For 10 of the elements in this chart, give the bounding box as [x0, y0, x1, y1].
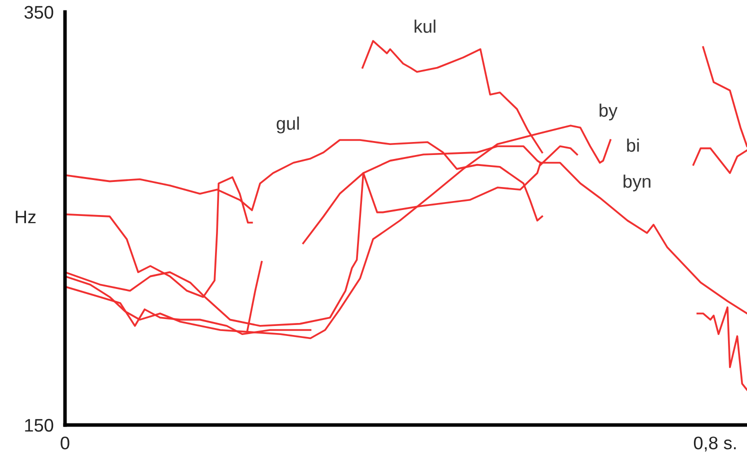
y-tick-label: 350 [24, 6, 54, 19]
y-tick-label: 150 [25, 418, 54, 432]
x-tick-label: 0,8 s. [694, 436, 736, 452]
annotation: bi [627, 138, 639, 152]
x-tick-label: 0 [60, 436, 70, 450]
annotation: gul [276, 116, 299, 134]
annotation: byn [624, 174, 650, 192]
annotation: by [600, 104, 618, 120]
annotation: kul [414, 20, 436, 33]
y-axis-title: Hz [16, 210, 36, 224]
